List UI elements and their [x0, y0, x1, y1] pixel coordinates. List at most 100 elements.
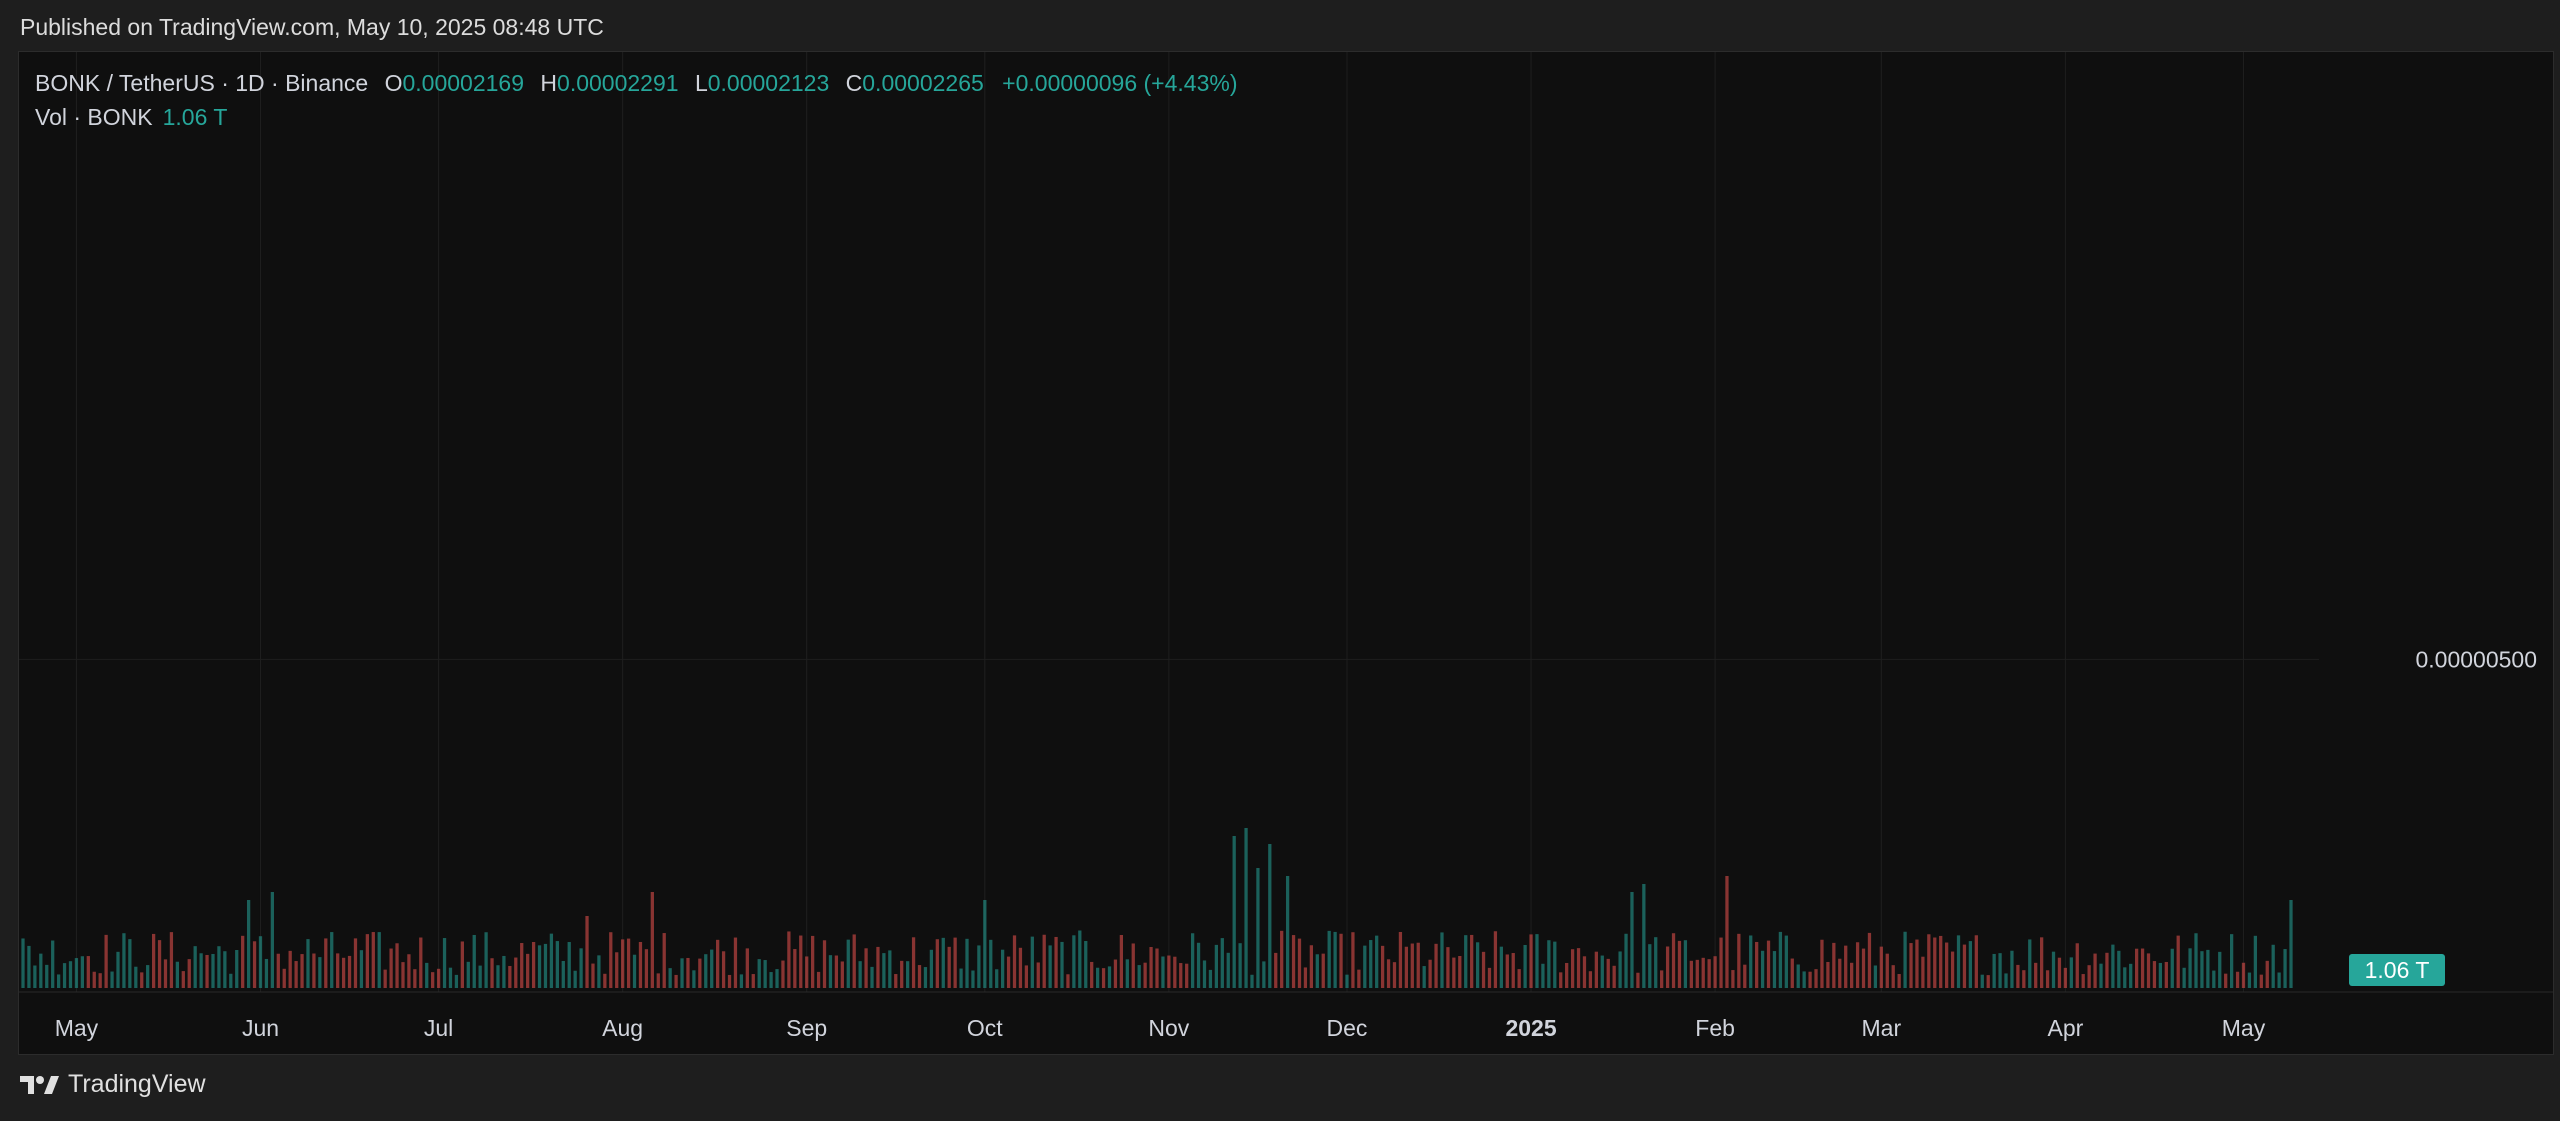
volume-bar	[1642, 884, 1646, 988]
volume-bar	[1950, 951, 1955, 988]
volume-bar	[1173, 956, 1177, 988]
volume-bar	[353, 938, 358, 988]
volume-bar	[1339, 933, 1343, 988]
volume-bar	[1018, 947, 1023, 988]
volume-bar	[294, 961, 298, 988]
last-volume-badge	[2349, 954, 2445, 986]
volume-bar	[1333, 931, 1337, 988]
volume-bar	[502, 955, 506, 988]
volume-bar	[870, 966, 874, 988]
volume-bar	[377, 932, 381, 988]
footer-brand-label: TradingView	[68, 1070, 206, 1098]
volume-bar	[229, 973, 233, 988]
volume-bar	[110, 971, 114, 988]
volume-bar	[941, 937, 945, 988]
volume-bar	[80, 956, 85, 988]
volume-bar	[917, 965, 922, 988]
volume-bar	[330, 932, 334, 988]
volume-bar	[1713, 956, 1717, 988]
volume-bar	[1766, 940, 1771, 988]
volume-bar	[2022, 970, 2026, 988]
volume-bar	[395, 943, 399, 988]
volume-bar	[543, 943, 548, 988]
volume-bar	[846, 939, 850, 988]
x-tick-label: Nov	[1148, 1015, 1189, 1041]
volume-bar	[787, 931, 791, 988]
volume-bar	[1291, 935, 1296, 988]
last-volume-label: 1.06 T	[2365, 957, 2430, 983]
volume-bar	[751, 974, 755, 988]
volume-bar	[2099, 963, 2103, 988]
volume-bar	[1280, 930, 1284, 988]
footer-brand[interactable]: TradingView	[20, 1070, 206, 1099]
volume-bar	[1790, 958, 1794, 988]
volume-bar	[371, 932, 375, 988]
volume-bar	[1582, 956, 1587, 988]
volume-bar	[805, 956, 809, 988]
volume-bar	[1475, 942, 1480, 988]
volume-bar	[56, 974, 61, 988]
volume-bar	[1196, 942, 1201, 988]
volume-bar	[1375, 935, 1379, 988]
volume-bar	[2206, 949, 2210, 988]
volume-bar	[2182, 967, 2186, 988]
volume-bar	[1090, 961, 1094, 988]
volume-bar	[864, 948, 868, 988]
tradingview-logo-icon	[20, 1074, 60, 1096]
volume-bar	[680, 958, 684, 988]
volume-bar	[1060, 941, 1064, 988]
volume-bar	[1155, 948, 1159, 988]
candlestick-chart[interactable]: 0.000065000.000060000.000055000.00005000…	[19, 52, 2553, 1054]
volume-bar	[318, 957, 322, 988]
volume-bar	[1873, 965, 1878, 988]
symbol-label[interactable]: BONK / TetherUS · 1D · Binance	[35, 70, 369, 96]
volume-bar	[1024, 965, 1029, 988]
volume-bar	[573, 970, 577, 988]
volume-bar	[1749, 935, 1753, 988]
volume-bar	[1327, 930, 1331, 988]
volume-bar	[2140, 948, 2145, 988]
volume-bar	[1570, 949, 1575, 988]
volume-bar	[1565, 962, 1569, 988]
volume-bar	[2218, 951, 2222, 988]
volume-bar	[710, 949, 714, 988]
volume-bar	[727, 974, 732, 988]
volume-bar	[496, 965, 500, 988]
volume-bar	[1208, 969, 1213, 988]
change-value: +0.00000096 (+4.43%)	[1002, 70, 1238, 96]
volume-bar	[1428, 959, 1432, 988]
volume-bar	[270, 892, 274, 988]
volume-bar	[199, 953, 203, 988]
volume-bar	[460, 941, 464, 988]
volume-bar	[1755, 941, 1759, 988]
volume-bar	[1974, 935, 1978, 988]
volume-bar	[478, 965, 482, 988]
volume-bar	[1226, 952, 1230, 988]
volume-bar	[1001, 949, 1005, 988]
volume-bar	[1505, 954, 1509, 988]
x-tick-label: May	[2222, 1015, 2266, 1041]
volume-bar	[1458, 956, 1462, 988]
x-tick-label: Feb	[1695, 1015, 1735, 1041]
volume-bar	[799, 935, 803, 988]
volume-bar	[246, 900, 251, 988]
volume-bar	[401, 962, 405, 988]
volume-label[interactable]: Vol · BONK	[35, 104, 153, 130]
volume-bar	[1464, 935, 1468, 988]
volume-bar	[312, 953, 316, 988]
volume-bar	[2087, 965, 2091, 988]
volume-bar	[2253, 935, 2258, 988]
volume-bar	[965, 938, 969, 988]
volume-bar	[1933, 937, 1937, 988]
volume-bar	[929, 949, 934, 988]
volume-bar	[86, 956, 90, 988]
chart-panel[interactable]: 0.000065000.000060000.000055000.00005000…	[18, 51, 2554, 1055]
volume-bar	[1285, 876, 1290, 988]
volume-bar	[894, 974, 898, 988]
volume-bar	[21, 938, 25, 988]
volume-bar	[900, 960, 904, 988]
volume-bar	[472, 934, 476, 988]
volume-bar	[252, 941, 257, 988]
volume-bar	[300, 954, 304, 988]
volume-bar	[365, 934, 369, 988]
